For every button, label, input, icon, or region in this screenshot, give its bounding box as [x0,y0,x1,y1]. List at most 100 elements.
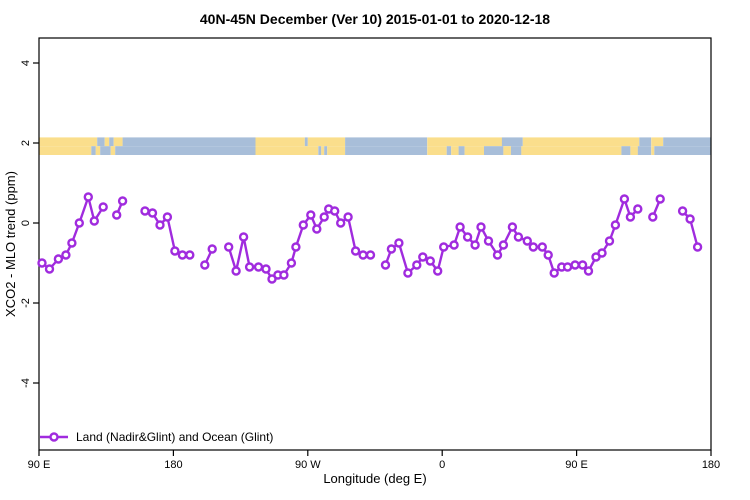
band-segment-ocean [304,137,308,147]
band-segment-land [110,146,116,155]
y-tick-label: 4 [20,60,32,66]
band-segment-ocean [345,137,428,147]
data-point-marker [140,206,150,216]
data-point-marker [117,196,128,206]
data-point-marker [543,250,553,260]
legend-marker-icon [49,432,59,442]
data-point-marker [155,220,165,230]
data-series [37,192,703,284]
data-point-marker [312,224,322,234]
band-segment-land [464,146,484,155]
band-segment-ocean [510,146,522,155]
band-segment-ocean [484,146,504,155]
x-tick-label: 90 W [295,459,321,471]
data-point-marker [537,242,547,252]
x-tick-label: 180 [702,459,720,471]
data-point-marker [470,240,480,250]
band-segment-land [427,137,502,147]
land-ocean-band [39,137,711,155]
band-segment-land [521,146,622,155]
data-point-marker [633,204,643,214]
data-point-marker [358,250,368,260]
band-segment-land [321,146,325,155]
data-point-marker [583,266,594,276]
data-point-marker [619,194,630,204]
data-point-marker [685,214,695,224]
data-point-marker [648,212,658,222]
data-point-marker [261,264,271,274]
band-segment-land [39,146,92,155]
y-axis-ticks: 4 2 0 -2 -4 [20,60,39,388]
data-point-marker [483,236,494,246]
band-segment-ocean [109,137,114,147]
data-point-marker [462,232,473,242]
data-point-marker [455,222,465,232]
data-point-marker [111,210,122,220]
data-point-marker [319,212,329,222]
data-point-marker [570,260,580,270]
data-point-marker [162,212,173,222]
band-segment-land [451,146,459,155]
data-point-marker [591,252,601,262]
data-point-marker [394,238,404,248]
band-segment-land [630,146,638,155]
series-line [40,195,105,271]
band-segment-ocean [458,146,465,155]
band-segment-ocean [97,137,105,147]
data-point-marker [433,266,443,276]
data-point-marker [286,258,297,268]
band-segment-land [327,146,346,155]
x-tick-label: 90 E [28,459,51,471]
data-point-marker [74,218,85,228]
data-point-marker [677,206,688,216]
data-point-marker [330,206,340,216]
x-axis-ticks: 90 E 180 90 W 0 90 E 180 [28,450,720,471]
data-point-marker [655,194,665,204]
data-point-marker [522,236,532,246]
band-segment-land [427,146,447,155]
data-point-marker [350,246,361,256]
data-point-marker [244,262,255,272]
band-segment-ocean [318,146,322,155]
data-point-marker [67,238,77,248]
band-segment-land [95,146,101,155]
band-segment-ocean [639,137,652,147]
data-point-marker [185,250,195,260]
data-point-marker [44,264,55,274]
band-segment-land [39,137,98,147]
data-point-marker [83,192,94,202]
band-segment-ocean [501,137,523,147]
band-segment-land [307,137,346,147]
band-segment-land [522,137,640,147]
data-point-marker [253,262,264,272]
x-tick-label: 0 [439,459,445,471]
data-point-marker [37,258,47,268]
data-point-marker [403,268,413,278]
y-axis-title: XCO2 - MLO trend (ppm) [3,171,18,317]
data-point-marker [425,256,435,266]
band-segment-land [255,137,305,147]
data-point-marker [53,254,64,264]
data-point-marker [61,250,71,260]
band-segment-land [651,137,664,147]
data-point-marker [549,268,559,278]
band-segment-land [651,146,655,155]
band-segment-ocean [637,146,652,155]
band-segment-ocean [100,146,111,155]
data-point-marker [439,242,449,252]
band-segment-ocean [663,137,711,147]
data-point-marker [528,242,538,252]
data-point-marker [386,244,397,254]
data-point-marker [223,242,234,252]
data-point-marker [610,220,621,230]
band-segment-land [113,137,123,147]
data-point-marker [513,232,524,242]
data-point-marker [449,240,459,250]
data-point-marker [207,244,217,254]
chart-title: 40N-45N December (Ver 10) 2015-01-01 to … [200,11,550,27]
x-axis-title: Longitude (deg E) [323,471,426,486]
legend-label: Land (Nadir&Glint) and Ocean (Glint) [76,430,273,444]
data-point-marker [298,220,308,230]
data-point-marker [279,270,289,280]
band-segment-land [104,137,110,147]
